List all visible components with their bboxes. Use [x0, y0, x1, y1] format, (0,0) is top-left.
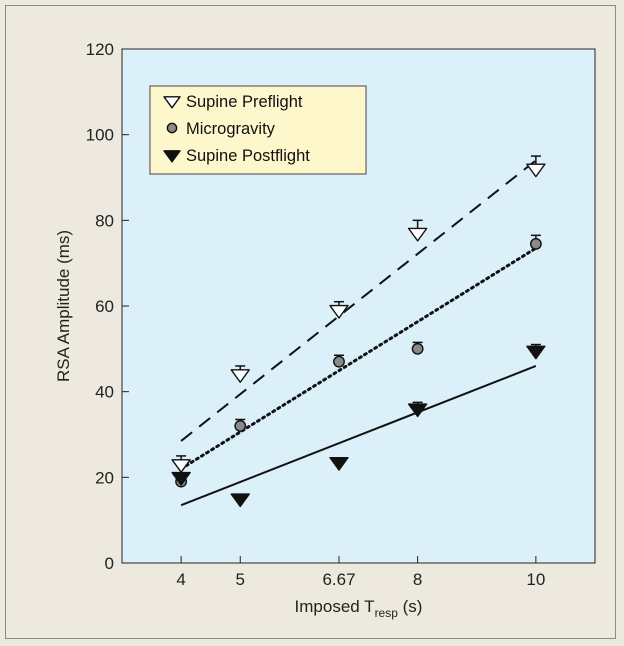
y-tick-label: 40: [95, 383, 114, 402]
x-axis-title: Imposed Tresp (s): [295, 597, 423, 620]
legend-marker: [166, 122, 178, 134]
data-point: [230, 369, 250, 383]
figure-frame: [5, 5, 616, 639]
legend-marker: [163, 96, 181, 109]
data-point: [407, 403, 428, 418]
fit-line-dashed: [180, 159, 537, 442]
fit-line-solid: [180, 365, 537, 507]
data-point: [329, 456, 349, 471]
x-tick-label: 6.67: [322, 570, 355, 589]
legend: Supine Preflight Microgravity Supine Postf…: [149, 85, 367, 175]
y-tick-label: 60: [95, 297, 114, 316]
legend-label: Supine Postflight: [186, 147, 310, 165]
x-axis: 4 5 6.67 8 10: [176, 556, 545, 589]
data-point: [529, 237, 542, 250]
data-point: [329, 304, 349, 319]
x-tick-label: 4: [176, 570, 185, 589]
y-axis-title: RSA Amplitude (ms): [54, 230, 73, 382]
y-tick-label: 120: [86, 40, 114, 59]
data-point: [333, 355, 345, 368]
data-point: [526, 345, 546, 360]
data-point: [234, 420, 247, 432]
x-tick-label: 8: [413, 570, 422, 589]
data-point: [411, 342, 424, 355]
data-point: [526, 163, 546, 178]
y-axis: 0 20 40 60 80 100 120: [86, 40, 129, 573]
y-tick-label: 20: [95, 468, 114, 487]
x-axis-title-unit: (s): [398, 597, 423, 616]
x-tick-label: 10: [526, 570, 545, 589]
legend-label: Microgravity: [186, 120, 276, 138]
data-point: [230, 493, 250, 508]
x-tick-label: 5: [236, 570, 245, 589]
fit-lines: [179, 159, 538, 507]
legend-marker: [163, 150, 181, 163]
fit-line-dotted: [179, 246, 538, 471]
legend-box: [149, 85, 367, 175]
y-tick-label: 100: [86, 126, 114, 145]
y-tick-label: 0: [105, 554, 114, 573]
legend-label: Supine Preflight: [186, 93, 303, 111]
x-axis-title-subscript: resp: [375, 606, 399, 620]
data-points: [171, 155, 546, 508]
data-point: [407, 227, 428, 242]
data-point: [171, 459, 191, 473]
y-tick-label: 80: [95, 211, 114, 230]
x-axis-title-main: Imposed T: [295, 597, 375, 616]
data-point: [171, 471, 191, 486]
